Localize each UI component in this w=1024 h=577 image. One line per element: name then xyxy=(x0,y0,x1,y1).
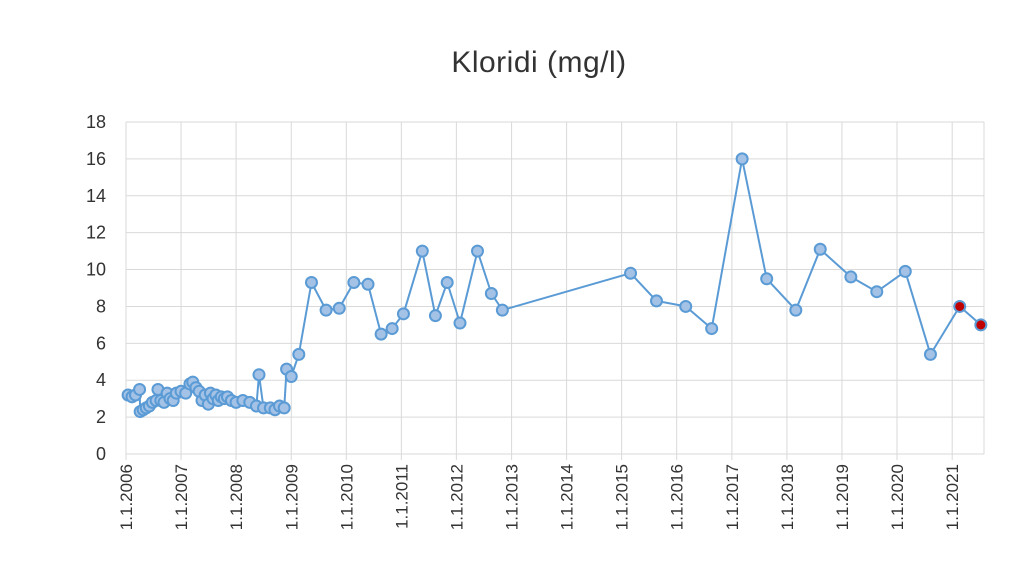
x-tick-label: 1.1.2015 xyxy=(613,464,632,530)
chart-title: Kloridi (mg/l) xyxy=(451,46,627,79)
y-tick-label: 8 xyxy=(96,296,106,316)
data-point xyxy=(133,382,147,396)
data-point xyxy=(679,299,693,313)
data-point xyxy=(470,244,484,258)
data-point xyxy=(923,347,937,361)
data-point xyxy=(484,287,498,301)
data-point xyxy=(292,347,306,361)
data-point xyxy=(898,264,912,278)
data-point xyxy=(304,275,318,289)
data-point xyxy=(428,309,442,323)
y-tick-label: 4 xyxy=(96,370,106,390)
gridlines xyxy=(125,121,985,460)
data-point xyxy=(252,368,266,382)
data-point xyxy=(277,401,291,415)
x-axis-ticks: 1.1.2006 1.1.2007 1.1.2008 1.1.2009 1.1.2010… xyxy=(117,464,962,530)
x-tick-label: 1.1.2017 xyxy=(723,464,742,530)
data-point xyxy=(760,272,774,286)
data-point xyxy=(705,322,719,336)
data-point xyxy=(332,301,346,315)
x-tick-label: 1.1.2009 xyxy=(282,464,301,530)
y-tick-label: 14 xyxy=(86,186,106,206)
x-tick-label: 1.1.2021 xyxy=(943,464,962,530)
x-tick-label: 1.1.2020 xyxy=(888,464,907,530)
data-point xyxy=(870,285,884,299)
x-tick-label: 1.1.2012 xyxy=(447,464,466,530)
data-point xyxy=(789,303,803,317)
y-tick-label: 12 xyxy=(86,223,106,243)
x-tick-label: 1.1.2019 xyxy=(833,464,852,530)
data-point xyxy=(396,307,410,321)
x-tick-label: 1.1.2013 xyxy=(503,464,522,530)
y-tick-label: 6 xyxy=(96,333,106,353)
data-point xyxy=(813,242,827,256)
data-points xyxy=(121,152,988,419)
y-tick-label: 10 xyxy=(86,260,106,280)
x-tick-label: 1.1.2007 xyxy=(172,464,191,530)
data-point xyxy=(415,244,429,258)
y-axis-ticks: 0 2 4 6 8 10 12 14 16 18 xyxy=(86,112,106,464)
x-tick-label: 1.1.2011 xyxy=(392,464,411,529)
data-point xyxy=(361,277,375,291)
data-point xyxy=(649,294,663,308)
highlighted-data-point xyxy=(953,299,967,313)
y-tick-label: 2 xyxy=(96,407,106,427)
data-point xyxy=(374,327,388,341)
x-tick-label: 1.1.2010 xyxy=(337,464,356,530)
data-point xyxy=(284,370,298,384)
x-tick-label: 1.1.2014 xyxy=(558,464,577,530)
data-point xyxy=(844,270,858,284)
x-tick-label: 1.1.2016 xyxy=(668,464,687,530)
data-point xyxy=(385,322,399,336)
y-tick-label: 0 xyxy=(96,444,106,464)
data-point xyxy=(495,303,509,317)
y-tick-label: 18 xyxy=(86,112,106,132)
data-point xyxy=(347,275,361,289)
data-point xyxy=(624,266,638,280)
data-point xyxy=(440,275,454,289)
x-tick-label: 1.1.2006 xyxy=(117,464,136,530)
highlighted-data-point xyxy=(974,318,988,332)
data-point xyxy=(453,316,467,330)
y-tick-label: 16 xyxy=(86,149,106,169)
data-point xyxy=(319,303,333,317)
x-tick-label: 1.1.2008 xyxy=(227,464,246,530)
data-point xyxy=(735,152,749,166)
x-tick-label: 1.1.2018 xyxy=(778,464,797,530)
